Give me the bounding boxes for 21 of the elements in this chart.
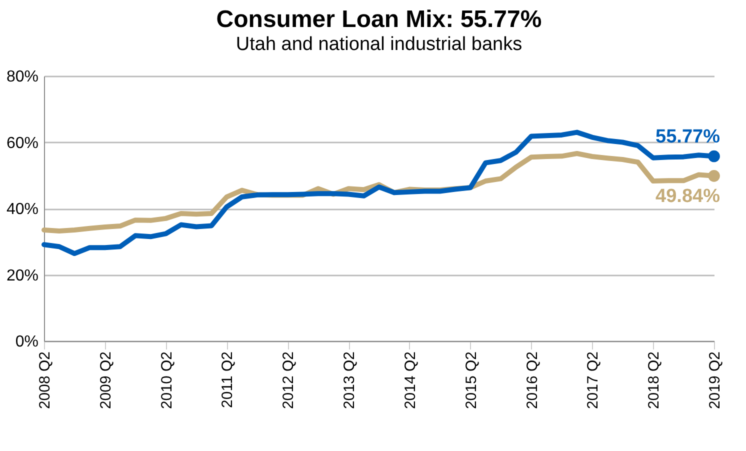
y-tick-label: 20%: [6, 267, 38, 284]
x-tick-label: 2015 Q2: [462, 352, 480, 410]
x-tick-label: 2017 Q2: [584, 352, 602, 410]
x-tick-label: 2016 Q2: [524, 352, 541, 410]
y-tick-label: 60%: [6, 134, 38, 152]
x-tick-label: 2010 Q2: [158, 352, 176, 410]
x-tick-label: 2013 Q2: [341, 352, 358, 410]
data-label: 49.84%: [656, 186, 720, 207]
x-tick-label: 2008 Q2: [36, 352, 54, 410]
x-tick-label: 2009 Q2: [97, 352, 114, 410]
chart-subtitle: Utah and national industrial banks: [236, 34, 522, 55]
chart-title: Consumer Loan Mix: 55.77%: [216, 6, 542, 33]
data-label: 55.77%: [656, 126, 720, 148]
y-tick-label: 80%: [6, 68, 38, 86]
x-tick-label: 2019 Q2: [706, 352, 724, 410]
y-tick-label: 40%: [6, 201, 38, 218]
x-tick-label: 2014 Q2: [402, 352, 419, 410]
x-tick-label: 2011 Q2: [219, 352, 236, 408]
y-tick-label: 0%: [15, 334, 38, 350]
x-tick-label: 2012 Q2: [280, 352, 298, 410]
x-tick-label: 2018 Q2: [646, 352, 663, 410]
